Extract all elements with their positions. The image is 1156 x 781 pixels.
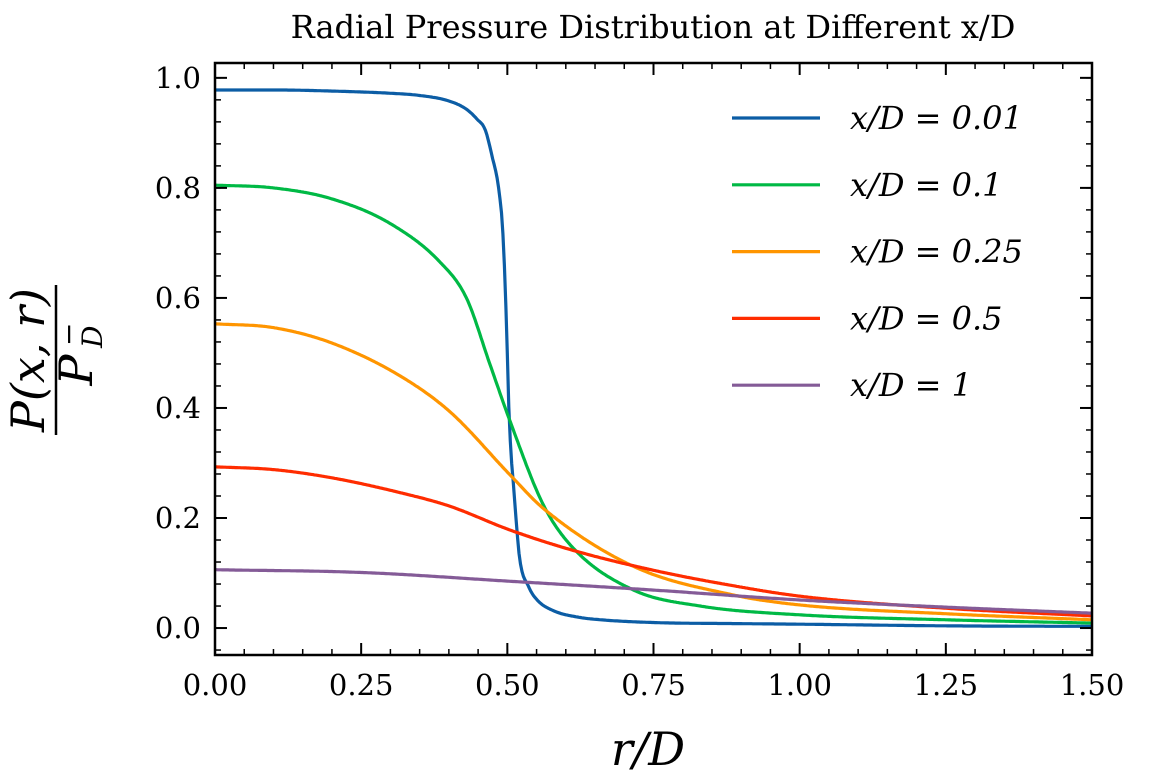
x-tick-label: 0.25 [329, 668, 394, 702]
y-axis-label-sub: D [76, 326, 109, 349]
y-axis-label-numerator: P(x, r) [1, 288, 55, 433]
x-tick-label: 1.50 [1060, 668, 1125, 702]
legend-label-4: x/D = 1 [850, 366, 972, 404]
x-axis-label: r/D [611, 722, 685, 776]
y-tick-label: 0.8 [155, 171, 201, 205]
series-layer [214, 88, 1093, 629]
plot-frame [213, 61, 1094, 657]
series-line-1 [214, 183, 1093, 625]
y-tick-label: 0.2 [155, 501, 201, 535]
legend-label-3: x/D = 0.5 [850, 299, 1003, 337]
x-tick-label: 0.75 [621, 668, 686, 702]
x-tick-label: 1.00 [767, 668, 832, 702]
y-axis-label-denominator: P [49, 353, 103, 386]
legend-label-2: x/D = 0.25 [850, 233, 1023, 271]
y-tick-label: 0.4 [155, 391, 201, 425]
series-line-0 [214, 88, 1093, 629]
x-tick-label: 1.25 [914, 668, 979, 702]
series-line-3 [214, 465, 1093, 618]
y-axis-label: P(x, r) P D − [1, 285, 109, 435]
ticks-layer: 0.00 0.25 0.50 0.75 1.00 1.25 1.50 0.0 0.2 0.4 0.6… [155, 61, 1124, 702]
series-line-2 [214, 322, 1093, 622]
legend-label-1: x/D = 0.1 [850, 166, 1003, 204]
legend-label-0: x/D = 0.01 [850, 99, 1023, 137]
y-axis-label-sup: − [52, 323, 85, 346]
series-line-4 [214, 568, 1093, 615]
y-tick-label: 0.0 [155, 611, 201, 645]
legend: x/D = 0.01 x/D = 0.1 x/D = 0.25 x/D = 0.5 x/… [732, 99, 1023, 404]
y-tick-label: 0.6 [155, 281, 201, 315]
y-tick-label: 1.0 [155, 61, 201, 95]
x-tick-label: 0.00 [183, 668, 248, 702]
x-tick-label: 0.50 [475, 668, 540, 702]
chart-title: Radial Pressure Distribution at Differen… [291, 8, 1016, 46]
